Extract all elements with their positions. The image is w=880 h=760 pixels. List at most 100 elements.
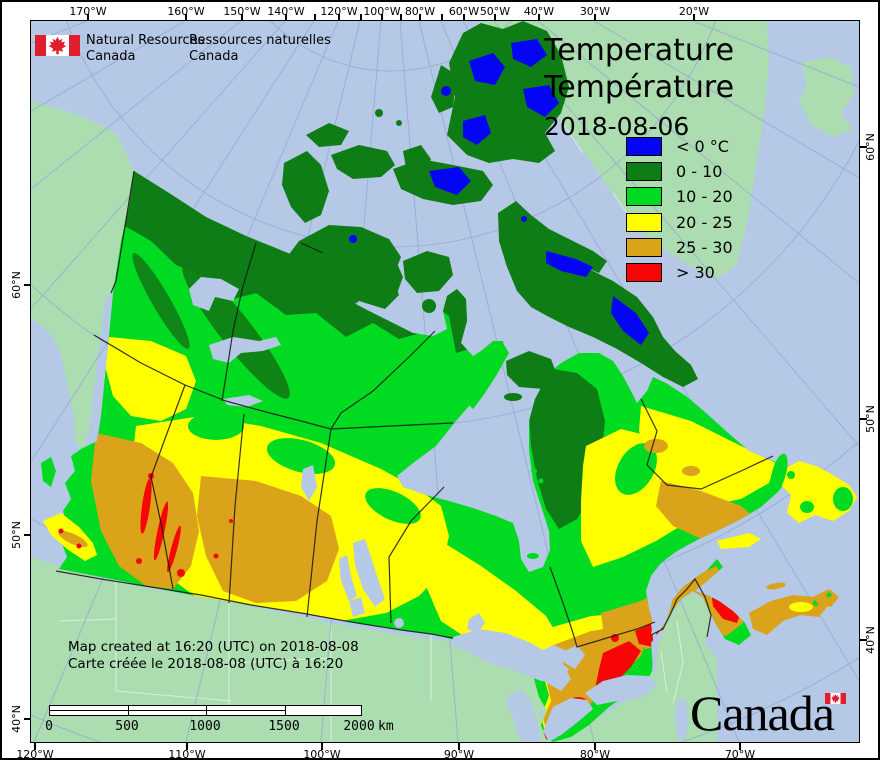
wordmark-flag-icon [825,693,846,704]
legend-swatch [626,137,662,156]
axis-tick-label: 50°N [10,521,23,549]
map-title: Temperature Température 2018-08-06 [544,32,734,145]
legend-swatch [626,162,662,181]
axis-tick-mark [24,284,31,286]
axis-tick-label: 40°W [523,5,555,18]
axis-tick-label: 50°N [864,405,877,433]
map-frame [30,20,860,743]
attribution-line-1: Map created at 16:20 (UTC) on 2018-08-08 [68,639,359,655]
legend-row: > 30 [626,263,715,282]
legend-row: < 0 °C [626,137,729,156]
axis-tick-label: 170°W [69,5,107,18]
axis-tick-label: 40°N [864,626,877,654]
axis-tick-mark [321,743,323,750]
attribution-line-2: Carte créée le 2018-08-08 (UTC) à 16:20 [68,656,344,672]
title-line-english: Temperature [544,33,735,68]
arctic-islands [282,21,698,405]
legend-label: 25 - 30 [676,238,733,257]
org-name-english: Natural Resources Canada [86,33,204,65]
org-fr-line1: Ressources naturelles [189,33,331,48]
axis-tick-mark [185,14,187,21]
axis-tick-label: 60°N [864,133,877,161]
axis-tick-mark [693,14,695,21]
borders [55,170,774,648]
axis-tick-mark [24,534,31,536]
legend-swatch [626,238,662,257]
legend-label: > 30 [676,263,715,282]
scalebar-bar [49,705,362,716]
axis-tick-label: 160°W [167,5,205,18]
axis-tick-mark [860,418,867,420]
axis-tick-mark [538,14,540,21]
legend-row: 0 - 10 [626,162,722,181]
lake-michigan [507,689,541,742]
lake-erie [543,698,593,742]
axis-tick-mark [241,14,243,21]
legend-swatch [626,213,662,232]
great-bear-lake [189,277,239,311]
axis-tick-mark [360,14,362,21]
axis-tick-label: 120°W [16,748,54,760]
axis-tick-label: 70°W [724,748,756,760]
arctic-cold-patches [349,39,649,345]
scalebar-number: 0 [45,719,53,734]
axis-tick-label: 80°W [404,5,436,18]
axis-tick-mark [381,14,383,21]
legend-label: 0 - 10 [676,162,723,181]
org-en-line2: Canada [86,49,136,64]
axis-tick-mark [594,14,596,21]
axis-tick-mark [186,743,188,750]
region-svalbard [799,57,855,137]
legend-label: 10 - 20 [676,187,733,206]
axis-tick-label: 100°W [363,5,401,18]
scalebar-number: 2000 [343,719,375,734]
org-name-french: Ressources naturelles Canada [189,33,331,65]
axis-tick-mark [860,146,867,148]
st-lawrence-river [651,622,659,672]
lake-ontario [585,675,657,705]
legend-label: < 0 °C [676,137,729,156]
axis-tick-mark [338,14,340,21]
attribution: Map created at 16:20 (UTC) on 2018-08-08… [68,639,359,673]
scalebar-number: 500 [115,719,139,734]
lake-huron [535,645,571,691]
legend-label: 20 - 25 [676,213,733,232]
lakes [189,277,689,742]
legend-swatch [626,187,662,206]
axis-tick-label: 20°W [678,5,710,18]
org-en-line1: Natural Resources [86,33,205,48]
axis-tick-label: 120°W [320,5,358,18]
axis-tick-label: 90°W [443,748,475,760]
map-canvas [31,21,859,742]
scalebar-number: 1000 [189,719,221,734]
us-state-borders [58,120,684,742]
axis-tick-mark [24,718,31,720]
axis-tick-mark [458,743,460,750]
axis-tick-label: 60°W [448,5,480,18]
axis-tick-label: 100°W [303,748,341,760]
region-melville-peninsula [463,343,509,409]
axis-tick-label: 60°N [10,271,23,299]
legend-swatch [626,263,662,282]
axis-tick-mark [285,14,287,21]
axis-tick-mark [441,14,443,21]
canada-flag-icon [35,35,80,56]
region-alaska [31,101,134,449]
axis-tick-mark [860,639,867,641]
axis-tick-label: 110°W [168,748,206,760]
axis-tick-mark [463,14,465,21]
org-fr-line2: Canada [189,49,239,64]
canada-wordmark: Canada [690,685,835,741]
legend-row: 25 - 30 [626,238,733,257]
axis-tick-mark [494,14,496,21]
legend-row: 10 - 20 [626,187,733,206]
axis-tick-label: 50°W [479,5,511,18]
axis-tick-mark [594,743,596,750]
axis-tick-label: 30°W [579,5,611,18]
axis-tick-mark [739,743,741,750]
axis-tick-mark [400,14,402,21]
axis-tick-mark [314,14,316,21]
great-slave-lake [209,337,281,363]
axis-tick-mark [87,14,89,21]
